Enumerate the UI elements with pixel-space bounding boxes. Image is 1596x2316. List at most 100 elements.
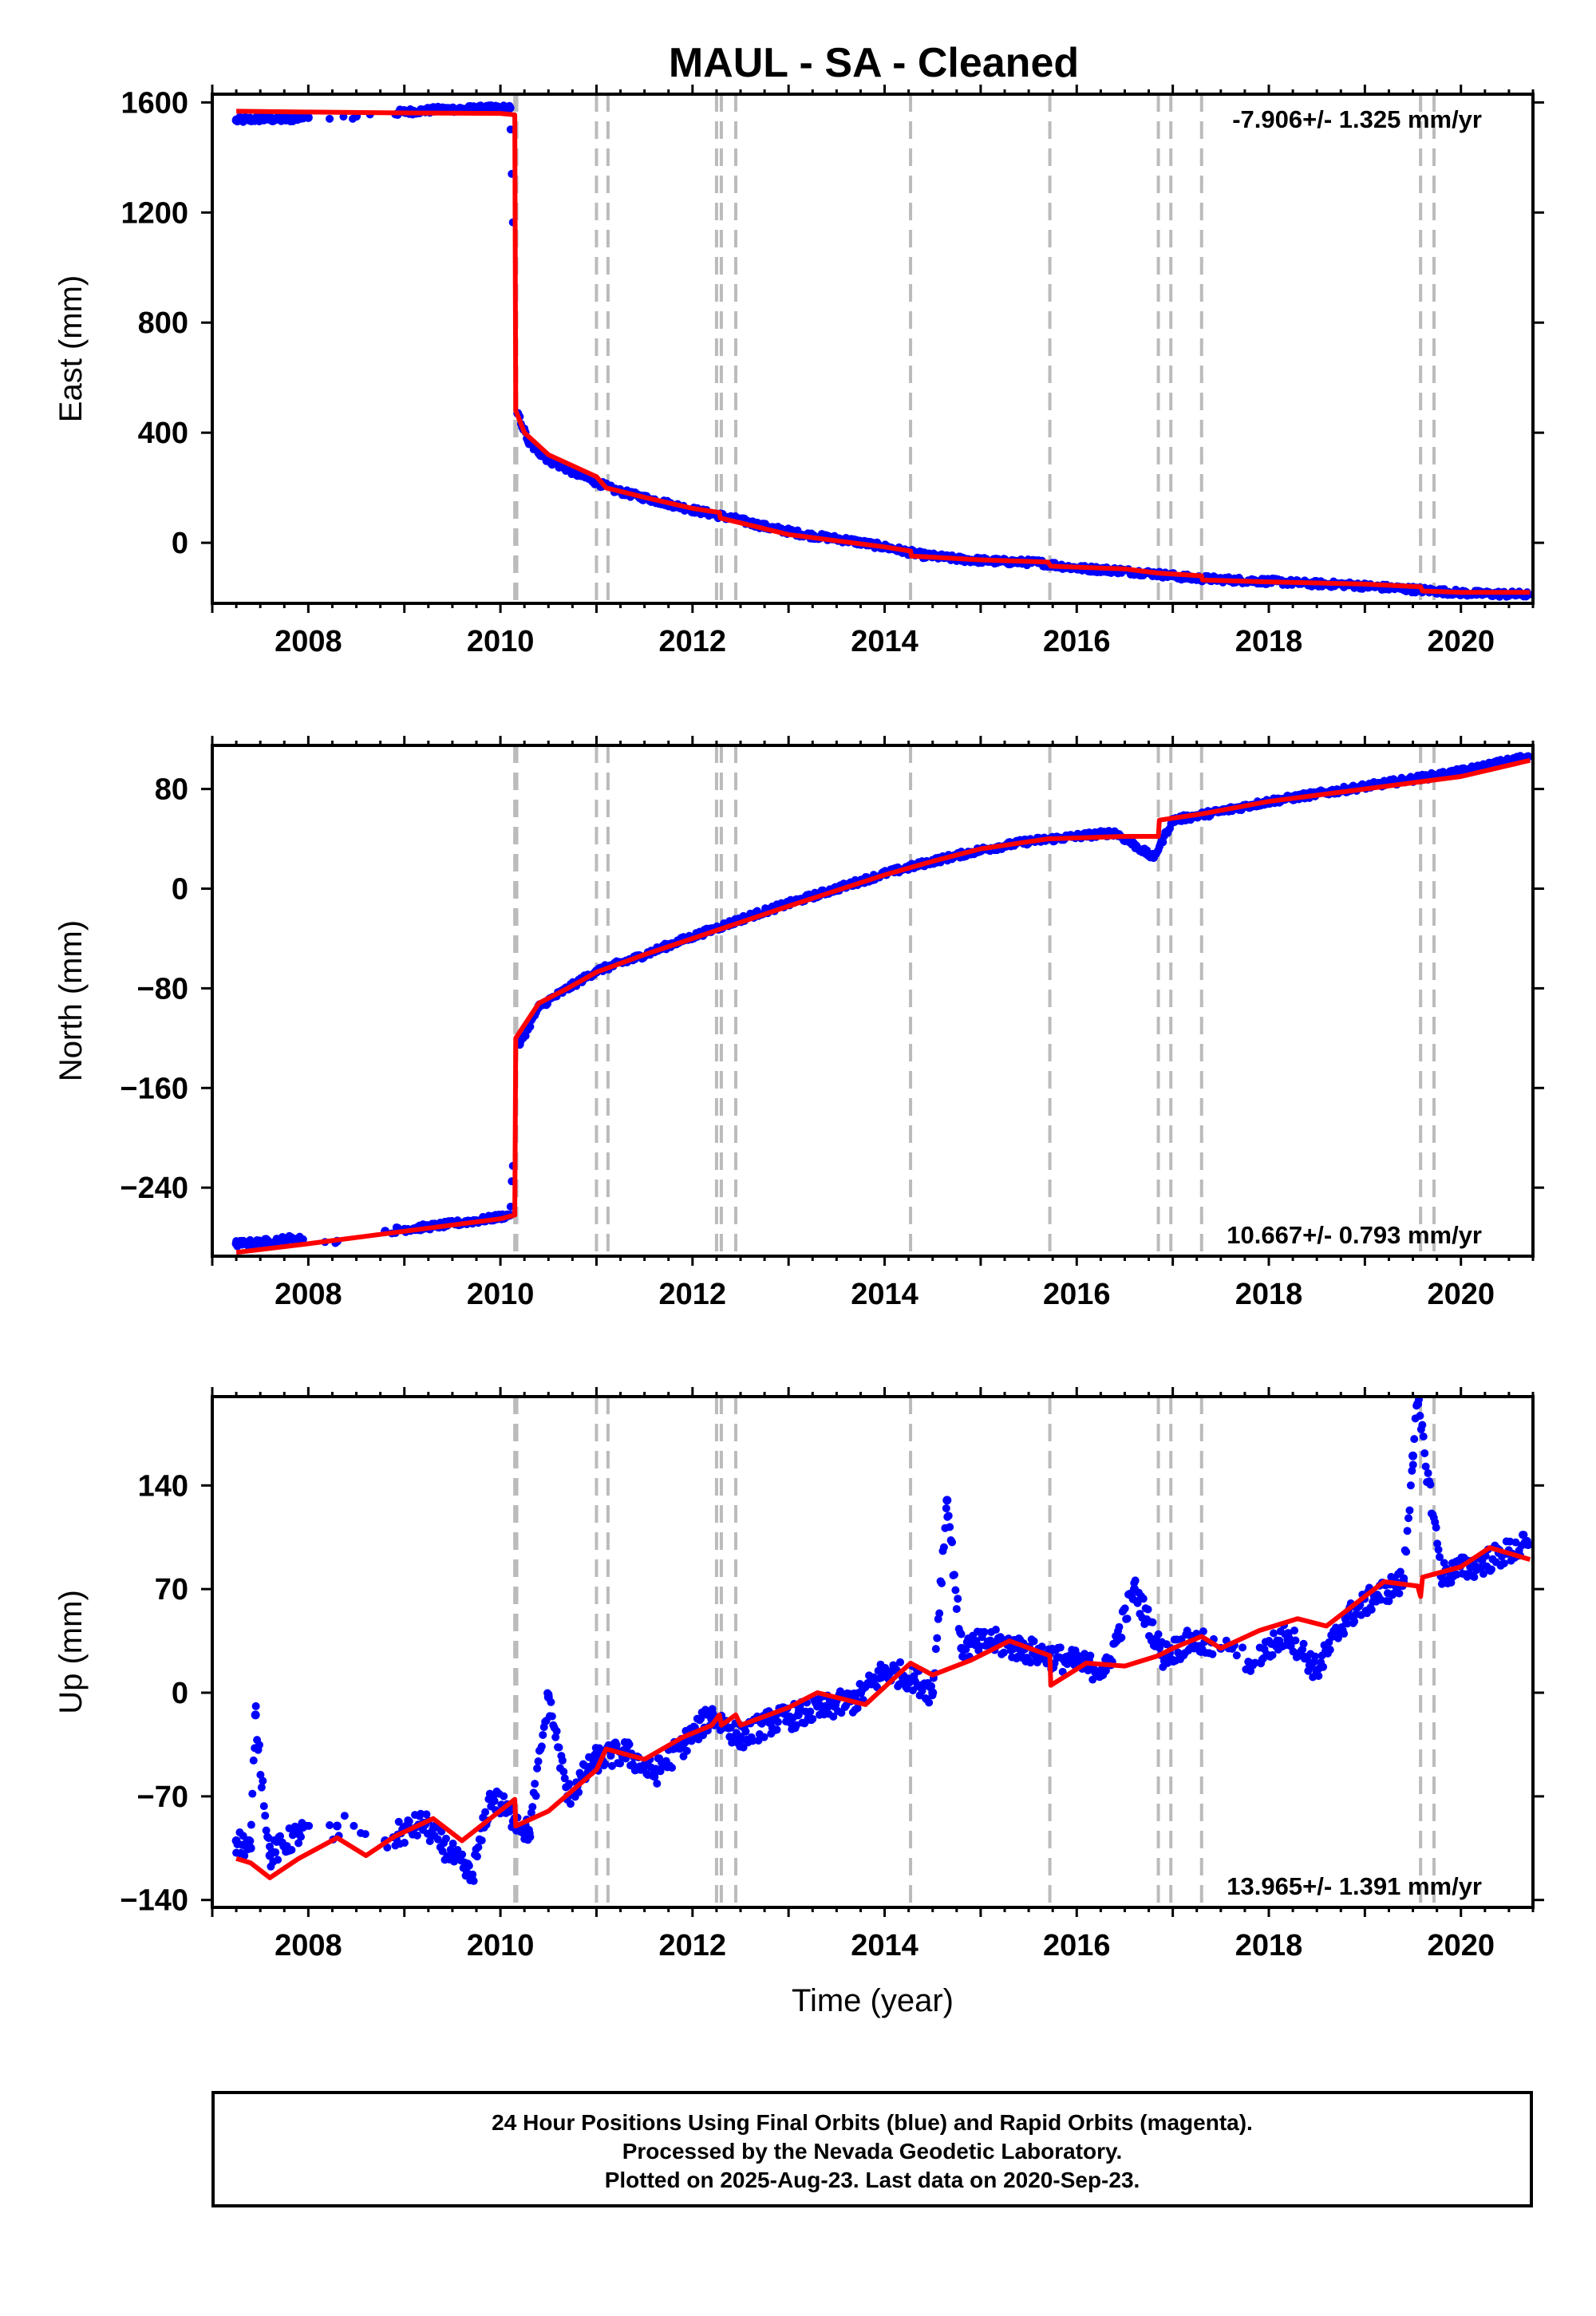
data-points-up [231,1397,1533,1885]
data-point [991,1626,1000,1634]
data-point [240,1852,249,1860]
data-point [650,1773,659,1781]
data-point [262,1826,271,1835]
y-tick-label: −160 [120,1072,188,1105]
footer-line-2: Processed by the Nevada Geodetic Laborat… [622,2139,1123,2164]
data-point [437,1827,446,1836]
data-point [788,1713,797,1722]
x-tick-label: 2010 [467,1929,535,1962]
data-point [1117,1633,1126,1642]
data-point [853,1704,862,1713]
y-axis-label: Up (mm) [53,1590,89,1714]
data-point [298,114,307,123]
x-tick-label: 2016 [1043,1278,1111,1311]
data-point [928,1691,937,1700]
data-point [275,1832,284,1840]
data-point [1420,1448,1429,1457]
x-tick-label: 2016 [1043,625,1111,658]
data-point [589,1757,598,1766]
data-point [566,1800,575,1808]
x-tick-label: 2018 [1235,625,1303,658]
data-point [394,1817,403,1826]
data-point [1238,1643,1247,1652]
data-point [806,1707,815,1716]
data-point [361,1830,369,1839]
data-point [1402,1547,1411,1556]
data-point [247,1820,255,1829]
y-tick-label: 80 [155,773,188,807]
x-axis-label: Time (year) [792,1983,954,2018]
data-point [957,1630,966,1638]
data-point [1343,1619,1352,1628]
plot-frame-north [211,744,1535,1258]
x-tick-label: 2010 [467,1278,535,1311]
data-point [1400,1574,1408,1583]
data-point [942,1496,952,1505]
x-tick-label: 2012 [659,1929,727,1962]
data-point [1056,1643,1065,1652]
data-point [1396,1567,1404,1576]
data-point [1029,1637,1038,1646]
data-point [326,1821,334,1830]
data-point [500,1792,508,1800]
data-point [1523,1536,1531,1545]
data-point [601,1760,610,1769]
data-point [433,1835,442,1844]
data-point [469,1876,478,1885]
data-point [472,1852,481,1861]
data-point [1351,1611,1360,1619]
data-point [760,1733,768,1741]
data-point [1408,1460,1417,1469]
data-point [413,1831,421,1840]
data-point [261,1812,270,1820]
data-point [468,1870,477,1879]
data-point [1415,1397,1424,1404]
y-tick-label: −240 [120,1172,188,1205]
data-point [946,1523,954,1531]
y-tick-label: 0 [172,1677,188,1710]
y-tick-label: −140 [120,1884,188,1918]
data-point [551,1733,560,1741]
data-point [1270,1629,1278,1638]
data-point [1139,1595,1148,1603]
y-axis-label: North (mm) [53,920,89,1081]
data-point [1432,1524,1440,1532]
data-point [1319,1662,1328,1671]
data-point [1115,1622,1124,1631]
data-point [474,1843,483,1852]
data-point [1433,1539,1442,1548]
data-point [1120,1604,1129,1613]
data-point [441,1834,450,1843]
data-point [1131,1576,1140,1585]
data-point [1099,1670,1108,1679]
y-tick-label: 400 [138,417,188,450]
data-point [326,114,334,123]
plot-frame-up [211,1395,1535,1909]
data-point [980,1627,989,1636]
data-point [239,1832,247,1840]
figure-title: MAUL - SA - Cleaned [669,40,1079,86]
data-point [938,1579,946,1587]
data-point [697,1714,705,1723]
data-point [547,1712,556,1721]
y-tick-label: 70 [155,1573,188,1607]
x-tick-label: 2012 [659,625,727,658]
data-point [948,1538,957,1547]
data-point [255,1741,263,1749]
data-point [668,1764,677,1773]
data-point [537,1742,546,1751]
y-tick-label: 140 [138,1469,188,1503]
data-point [350,1821,358,1830]
data-point [544,1690,553,1699]
data-point [425,1836,434,1845]
data-point [1325,1646,1334,1654]
data-point [259,1802,268,1811]
data-point [935,1609,944,1618]
data-point [1232,1651,1241,1660]
data-point [732,1729,741,1737]
footer-line-3: Plotted on 2025-Aug-23. Last data on 202… [604,2168,1140,2192]
data-point [256,1770,265,1779]
data-point [925,1698,934,1707]
data-point [625,1740,634,1749]
